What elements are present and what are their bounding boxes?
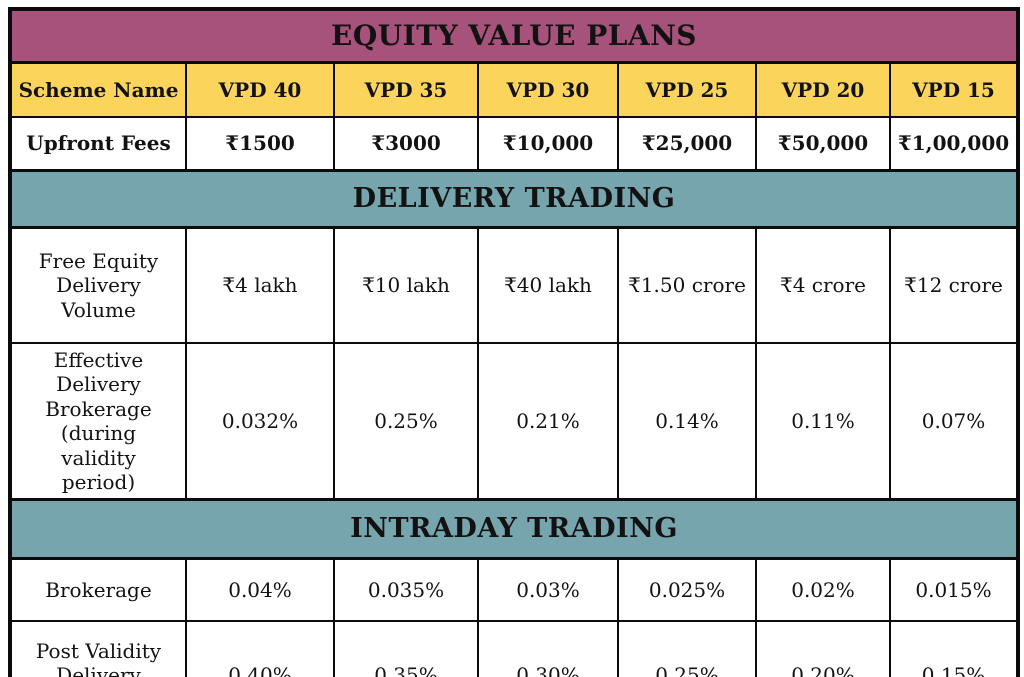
delivery-volume-vpd40: ₹4 lakh [185, 226, 335, 344]
post-validity-brokerage-vpd20: 0.20% [755, 620, 891, 677]
delivery-volume-vpd25: ₹1.50 crore [617, 226, 757, 344]
row-label-free-equity-delivery-volume: Free Equity Delivery Volume [9, 226, 187, 344]
table-title-row: EQUITY VALUE PLANS [8, 8, 1020, 64]
post-validity-delivery-brokerage-row: Post Validity Delivery Brokerage 0.40% 0… [9, 620, 1020, 677]
column-header-vpd20: VPD 20 [755, 61, 891, 118]
delivery-brokerage-vpd30: 0.21% [477, 342, 619, 501]
column-header-scheme-name: Scheme Name [9, 61, 187, 118]
intraday-brokerage-row: Brokerage 0.04% 0.035% 0.03% 0.025% 0.02… [9, 557, 1020, 623]
delivery-volume-vpd20: ₹4 crore [755, 226, 891, 344]
upfront-fee-vpd15: ₹1,00,000 [888, 116, 1020, 172]
upfront-fee-vpd30: ₹10,000 [477, 116, 619, 172]
section-header-intraday-trading-row: INTRADAY TRADING [8, 498, 1020, 561]
column-header-vpd25: VPD 25 [617, 61, 757, 118]
intraday-brokerage-vpd20: 0.02% [755, 557, 891, 623]
upfront-fee-vpd40: ₹1500 [185, 116, 335, 172]
delivery-brokerage-vpd40: 0.032% [185, 342, 335, 501]
intraday-brokerage-vpd35: 0.035% [333, 557, 479, 623]
post-validity-brokerage-vpd40: 0.40% [185, 620, 335, 677]
delivery-volume-vpd35: ₹10 lakh [333, 226, 479, 344]
post-validity-brokerage-vpd25: 0.25% [617, 620, 757, 677]
delivery-brokerage-vpd25: 0.14% [617, 342, 757, 501]
section-header-intraday-trading: INTRADAY TRADING [8, 498, 1020, 561]
column-header-vpd40: VPD 40 [185, 61, 335, 118]
upfront-fees-row: Upfront Fees ₹1500 ₹3000 ₹10,000 ₹25,000… [9, 116, 1020, 172]
column-header-row: Scheme Name VPD 40 VPD 35 VPD 30 VPD 25 … [9, 61, 1020, 118]
section-header-delivery-trading-row: DELIVERY TRADING [8, 169, 1020, 229]
delivery-volume-vpd30: ₹40 lakh [477, 226, 619, 344]
upfront-fee-vpd35: ₹3000 [333, 116, 479, 172]
row-label-effective-delivery-brokerage: Effective Delivery Brokerage (during val… [9, 342, 187, 501]
row-label-post-validity-delivery-brokerage: Post Validity Delivery Brokerage [9, 620, 187, 677]
post-validity-brokerage-vpd35: 0.35% [333, 620, 479, 677]
intraday-brokerage-vpd15: 0.015% [888, 557, 1020, 623]
post-validity-brokerage-vpd30: 0.30% [477, 620, 619, 677]
delivery-brokerage-vpd35: 0.25% [333, 342, 479, 501]
row-label-brokerage: Brokerage [9, 557, 187, 623]
column-header-vpd15: VPD 15 [888, 61, 1020, 118]
intraday-brokerage-vpd25: 0.025% [617, 557, 757, 623]
free-equity-delivery-volume-row: Free Equity Delivery Volume ₹4 lakh ₹10 … [9, 226, 1020, 344]
equity-value-plans-table: EQUITY VALUE PLANS Scheme Name VPD 40 VP… [8, 7, 1021, 677]
section-header-delivery-trading: DELIVERY TRADING [8, 169, 1020, 229]
post-validity-brokerage-vpd15: 0.15% [888, 620, 1020, 677]
column-header-vpd30: VPD 30 [477, 61, 619, 118]
upfront-fee-vpd20: ₹50,000 [755, 116, 891, 172]
row-label-upfront-fees: Upfront Fees [9, 116, 187, 172]
intraday-brokerage-vpd40: 0.04% [185, 557, 335, 623]
column-header-vpd35: VPD 35 [333, 61, 479, 118]
delivery-brokerage-vpd15: 0.07% [888, 342, 1020, 501]
effective-delivery-brokerage-row: Effective Delivery Brokerage (during val… [9, 342, 1020, 501]
upfront-fee-vpd25: ₹25,000 [617, 116, 757, 172]
intraday-brokerage-vpd30: 0.03% [477, 557, 619, 623]
delivery-volume-vpd15: ₹12 crore [888, 226, 1020, 344]
table-title: EQUITY VALUE PLANS [8, 8, 1020, 64]
delivery-brokerage-vpd20: 0.11% [755, 342, 891, 501]
